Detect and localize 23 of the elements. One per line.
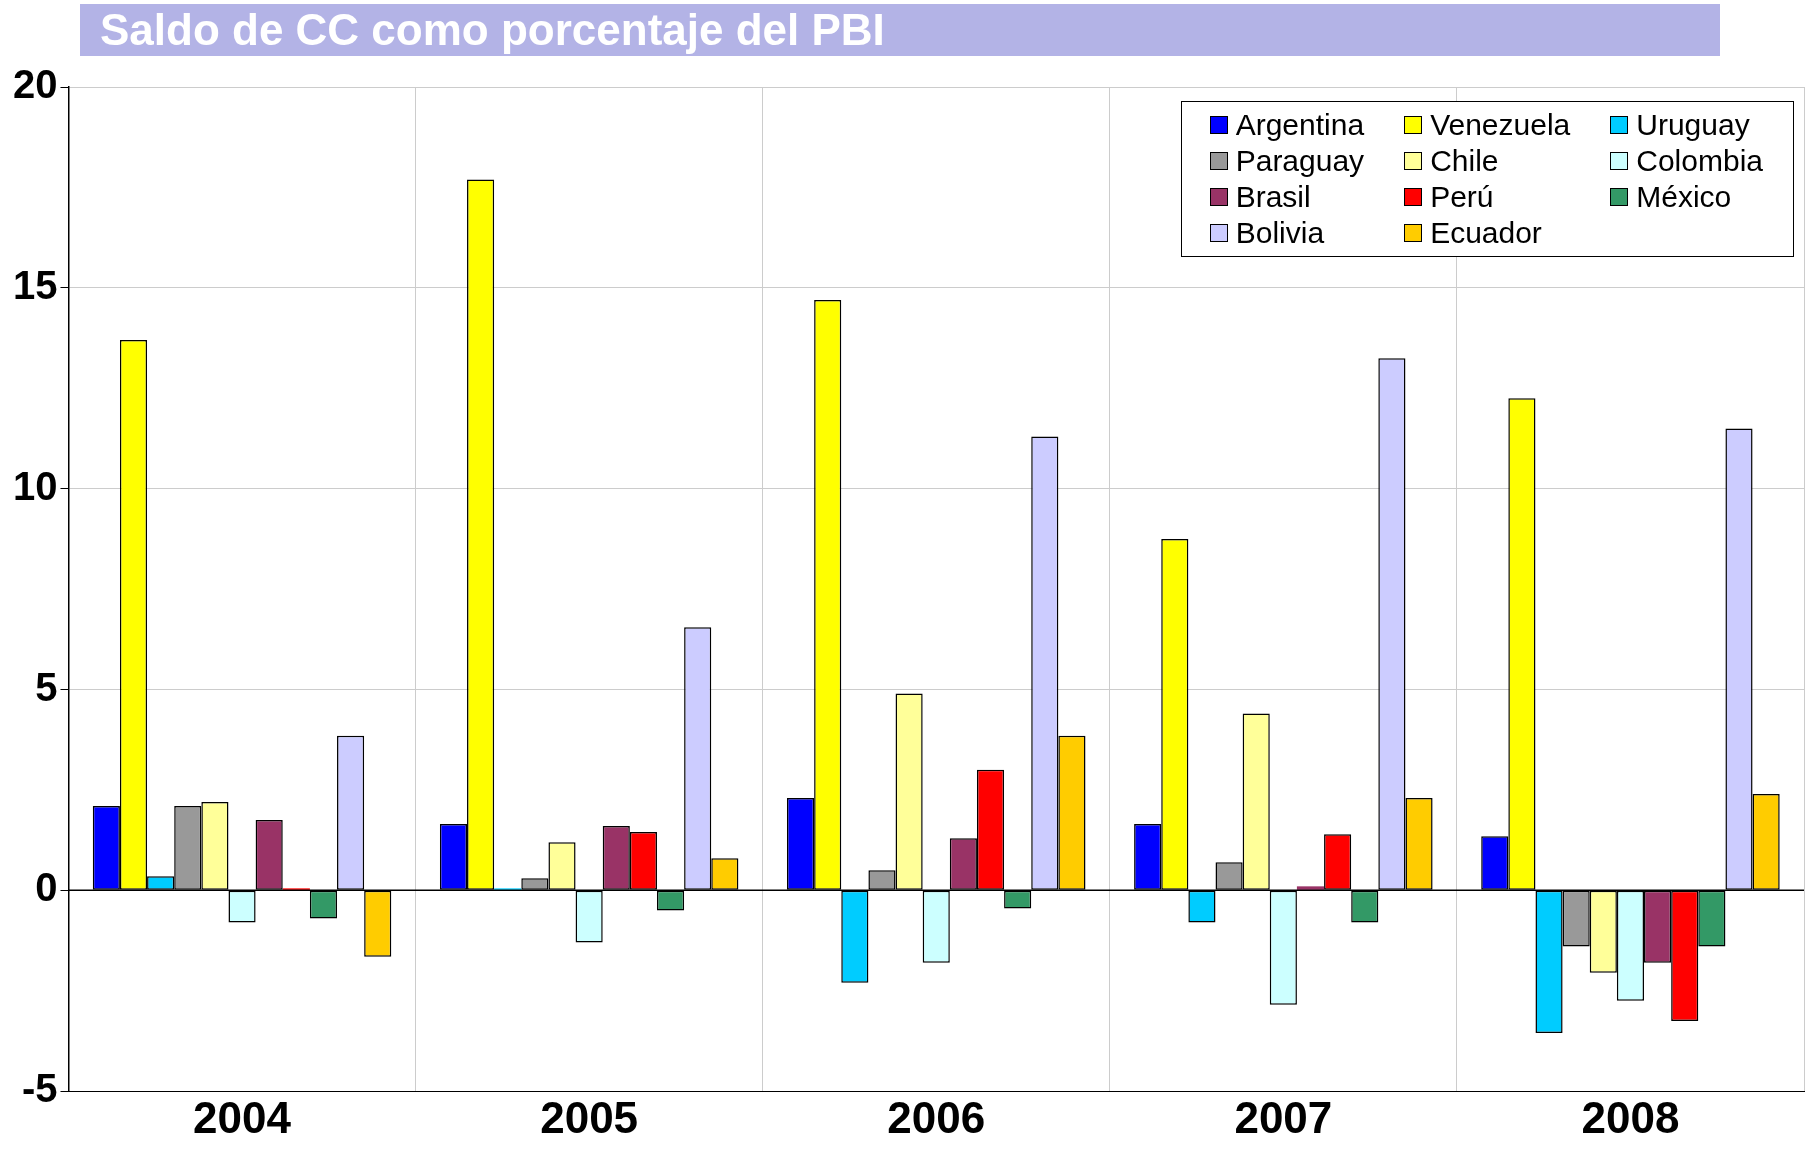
y-tick-label: -5 — [21, 1066, 58, 1111]
x-tick-label: 2008 — [1581, 1092, 1680, 1142]
legend-label: Venezuela — [1430, 108, 1571, 142]
x-tick-label: 2006 — [887, 1092, 986, 1142]
legend-label: Argentina — [1235, 108, 1365, 142]
x-tick-label: 2007 — [1234, 1092, 1333, 1142]
y-tick-label: 5 — [35, 664, 58, 709]
legend-label: México — [1636, 180, 1732, 214]
legend-label: Uruguay — [1636, 108, 1750, 142]
legend-label: Brasil — [1235, 180, 1311, 214]
x-tick-label: 2005 — [540, 1092, 639, 1142]
y-tick-label: 20 — [12, 62, 58, 107]
y-tick-label: 15 — [12, 262, 58, 307]
legend-label: Perú — [1430, 180, 1494, 214]
legend-label: Ecuador — [1430, 216, 1542, 250]
y-tick-label: 0 — [35, 865, 58, 910]
chart-title: Saldo de CC como porcentaje del PBI — [80, 4, 1720, 56]
legend-label: Paraguay — [1235, 144, 1365, 178]
legend-label: Chile — [1430, 144, 1499, 178]
x-tick-label: 2004 — [193, 1092, 292, 1142]
legend-label: Bolivia — [1235, 216, 1325, 250]
y-tick-label: 10 — [12, 463, 58, 508]
legend-label: Colombia — [1636, 144, 1763, 178]
